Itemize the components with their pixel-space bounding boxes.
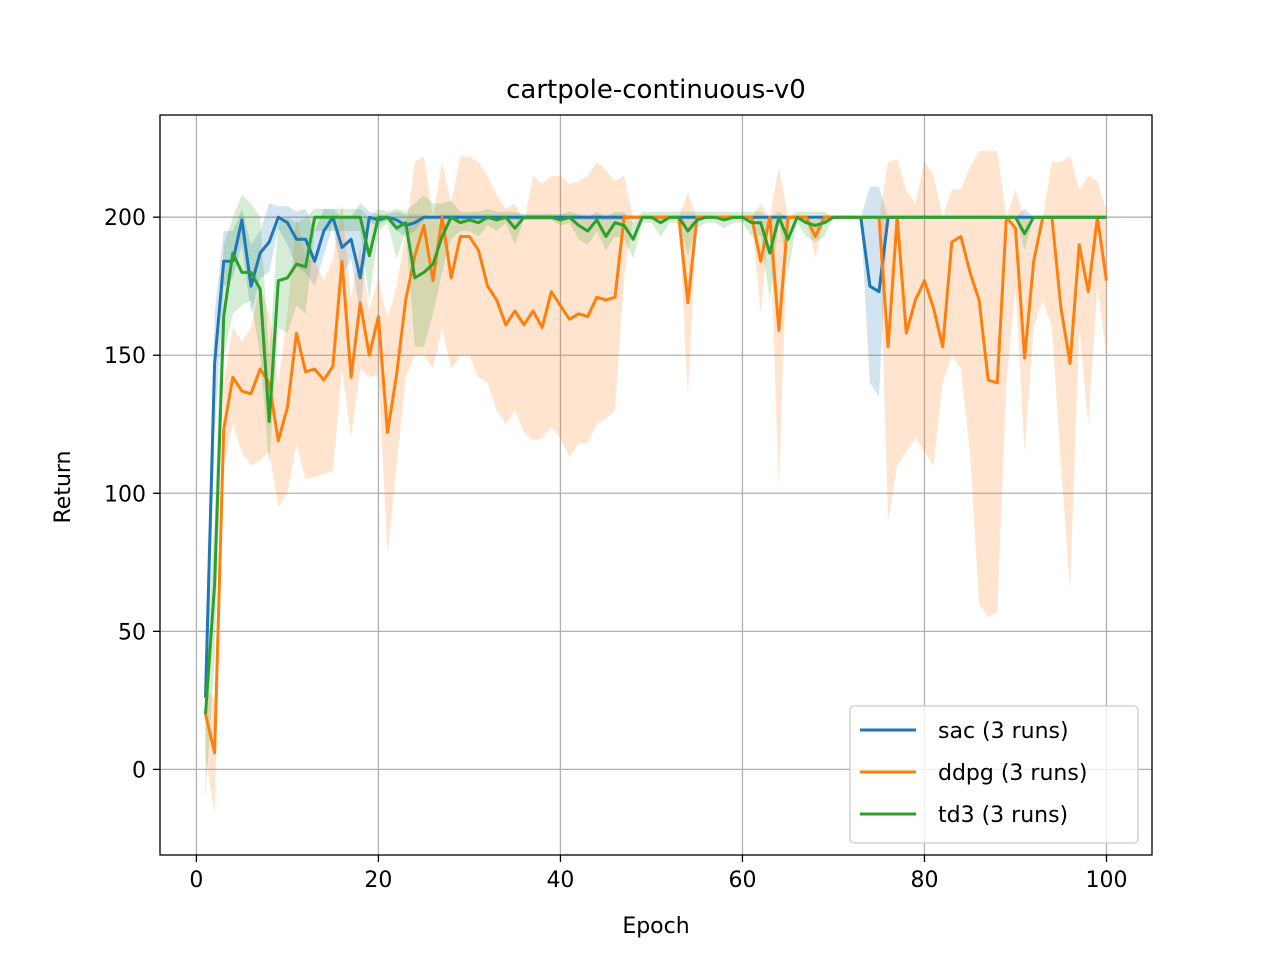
y-tick-label: 50 [118, 620, 146, 645]
legend-label-ddpg: ddpg (3 runs) [938, 761, 1087, 786]
legend-box [849, 705, 1139, 844]
x-tick-label: 20 [364, 868, 392, 893]
confidence-bands [205, 150, 1107, 814]
td3-band [205, 195, 1107, 798]
x-tick-label: 100 [1085, 868, 1127, 893]
x-tick-label: 60 [728, 868, 756, 893]
ddpg-line [204, 215, 1108, 755]
chart-title: cartpole-continuous-v0 [506, 75, 806, 105]
x-axis-label: Epoch [622, 914, 689, 939]
y-tick-label: 200 [104, 206, 146, 231]
plot-frame [159, 114, 1153, 856]
axis-ticks: 0 20 40 60 80 100 0 50 100 150 200 [104, 206, 1127, 893]
legend-label-sac: sac (3 runs) [938, 719, 1069, 744]
td3-line [204, 215, 1107, 715]
legend-label-td3: td3 (3 runs) [938, 803, 1068, 828]
y-axis-label: Return [51, 450, 76, 523]
y-tick-label: 100 [104, 482, 146, 507]
y-tick-label: 150 [104, 344, 146, 369]
x-tick-label: 80 [910, 868, 938, 893]
x-tick-label: 0 [189, 868, 203, 893]
sac-band [205, 186, 1107, 742]
legend: sac (3 runs) ddpg (3 runs) td3 (3 runs) [849, 705, 1139, 844]
x-tick-label: 40 [546, 868, 574, 893]
y-tick-label: 0 [132, 758, 146, 783]
series-lines [204, 215, 1108, 755]
ddpg-band [205, 150, 1107, 814]
